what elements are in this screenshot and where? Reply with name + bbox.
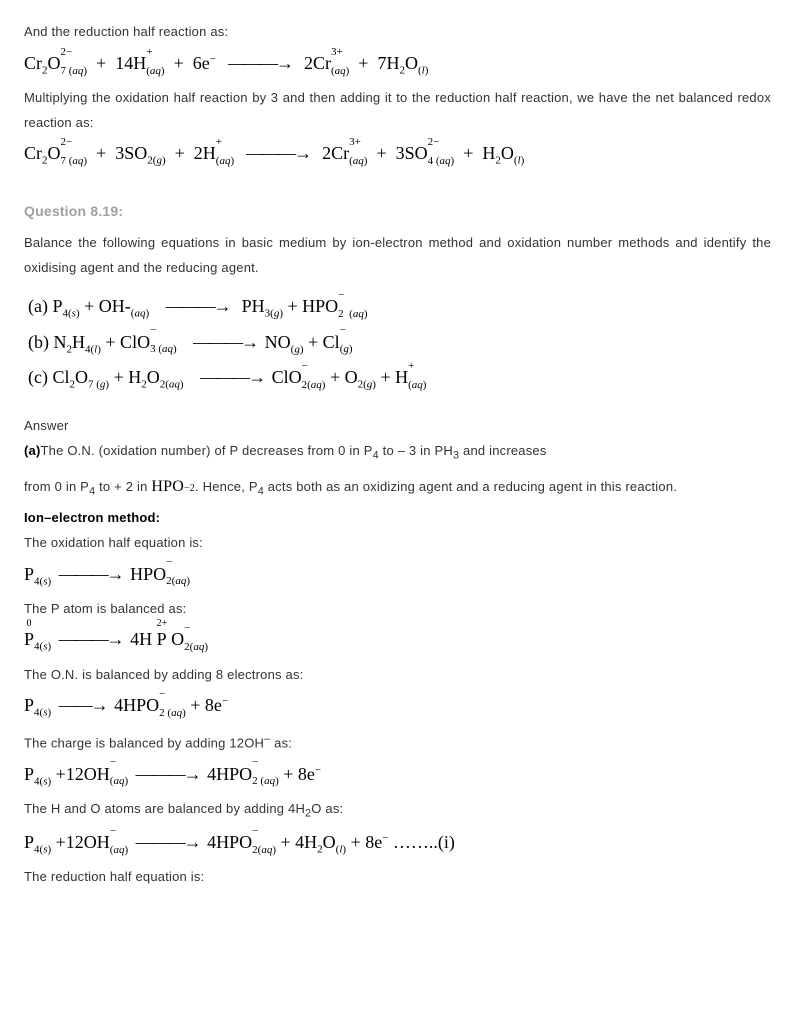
- text-span: O as:: [311, 801, 343, 816]
- text-span: The H and O atoms are balanced by adding…: [24, 801, 305, 816]
- text-span: The O.N. (oxidation number) of P decreas…: [41, 443, 373, 458]
- text-span: from 0 in P: [24, 479, 89, 494]
- text-line: The oxidation half equation is:: [24, 531, 771, 556]
- page-root: And the reduction half reaction as: Cr2O…: [0, 0, 795, 914]
- text-span: The charge is balanced by adding 12OH: [24, 735, 264, 750]
- text-line: Multiplying the oxidation half reaction …: [24, 86, 771, 135]
- text-span: and increases: [459, 443, 546, 458]
- text-line: The P atom is balanced as:: [24, 597, 771, 622]
- equation-tag: ……..(i): [393, 832, 455, 852]
- text-span: . Hence, P: [195, 479, 258, 494]
- part-a-prefix: (a): [24, 443, 41, 458]
- formula-ox-step3: P4(s) ——→ 4HPO−2 (aq) + 8e−: [24, 693, 771, 718]
- answer-a-paragraph: (a)The O.N. (oxidation number) of P decr…: [24, 439, 771, 466]
- text-line: The O.N. is balanced by adding 8 electro…: [24, 663, 771, 688]
- equation-a: (a) P4(s) + OH-(aq) ———→ PH3(g) + HPO−2 …: [28, 294, 771, 319]
- text-line: The H and O atoms are balanced by adding…: [24, 797, 771, 824]
- formula-ox-step2: 0P4(s) ———→ 4H 2+P O−2(aq): [24, 627, 771, 652]
- formula-ox-step4: P4(s) +12OH−(aq) ———→ 4HPO−2 (aq) + 8e−: [24, 762, 771, 787]
- text-line: The charge is balanced by adding 12OH– a…: [24, 729, 771, 756]
- text-line: And the reduction half reaction as:: [24, 20, 771, 45]
- equation-c: (c) Cl2O7 (g) + H2O2(aq) ———→ ClO−2(aq) …: [28, 365, 771, 390]
- answer-label: Answer: [24, 414, 771, 439]
- answer-a-paragraph-2: from 0 in P4 to + 2 in HPO−2. Hence, P4 …: [24, 472, 771, 502]
- formula-ox-step5: P4(s) +12OH−(aq) ———→ 4HPO−2(aq) + 4H2O(…: [24, 830, 771, 855]
- ion-electron-heading: Ion–electron method:: [24, 506, 771, 531]
- formula-reduction-half: Cr2O2−7 (aq) + 14H+(aq) + 6e− ———→ 2Cr3+…: [24, 51, 771, 76]
- text-line: The reduction half equation is:: [24, 865, 771, 890]
- text-span: to – 3 in PH: [379, 443, 453, 458]
- inline-formula-hpo2: HPO−2: [151, 478, 195, 495]
- text-span: to + 2 in: [95, 479, 151, 494]
- question-prompt: Balance the following equations in basic…: [24, 231, 771, 280]
- text-span: acts both as an oxidizing agent and a re…: [264, 479, 677, 494]
- formula-net-redox: Cr2O2−7 (aq) + 3SO2(g) + 2H+(aq) ———→ 2C…: [24, 141, 771, 166]
- question-heading: Question 8.19:: [24, 198, 771, 225]
- equation-b: (b) N2H4(l) + ClO−3 (aq) ———→ NO(g) + Cl…: [28, 330, 771, 355]
- text-span: as:: [270, 735, 292, 750]
- formula-ox-step1: P4(s) ———→ HPO−2(aq): [24, 562, 771, 587]
